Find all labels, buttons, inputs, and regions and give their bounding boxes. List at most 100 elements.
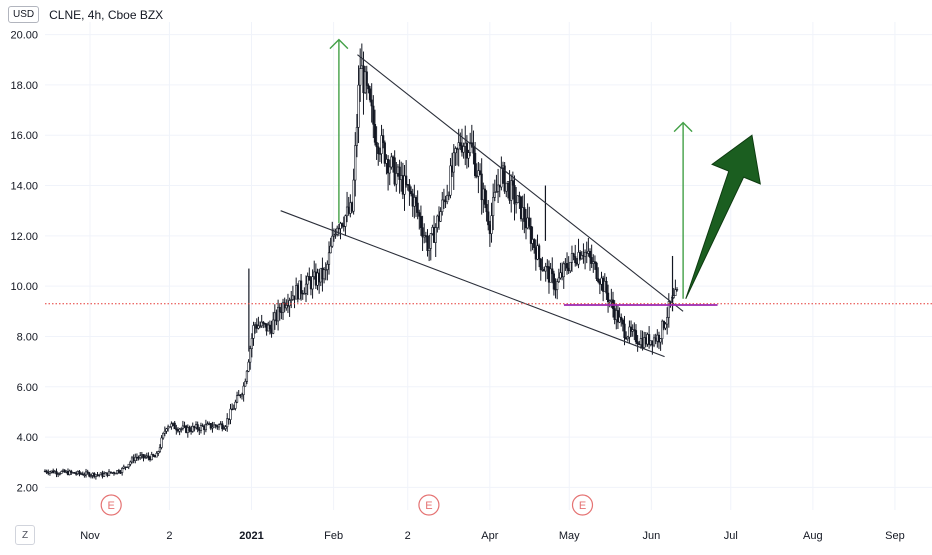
candle-body	[354, 145, 357, 181]
candle-body	[68, 470, 71, 475]
candle-body	[544, 266, 547, 272]
candle-body	[485, 204, 488, 213]
candle-body	[421, 227, 424, 238]
candle-body	[503, 165, 506, 192]
y-tick-label: 4.00	[17, 432, 38, 444]
candle-body	[191, 426, 194, 432]
drawing-layer	[45, 38, 932, 358]
candle-body	[83, 474, 86, 476]
candle-body	[81, 473, 84, 476]
candle-body	[418, 212, 421, 217]
candle-body	[487, 211, 490, 226]
candle-body	[426, 235, 429, 251]
candle-body	[436, 215, 439, 228]
candle-body	[84, 471, 88, 476]
candle-body	[285, 305, 288, 309]
candle-body	[667, 301, 670, 318]
candle-body	[648, 334, 651, 345]
y-tick-label: 12.00	[10, 231, 38, 243]
earnings-event-icon[interactable]	[571, 494, 594, 516]
candle-body	[331, 235, 334, 247]
candle-body	[500, 167, 503, 188]
candle-body	[533, 239, 536, 248]
candle-body	[518, 195, 521, 198]
x-tick-label: 2	[166, 530, 172, 542]
candle-body	[365, 71, 368, 86]
candle-body	[419, 216, 423, 228]
candle-body	[446, 195, 449, 203]
candle-body	[529, 226, 533, 244]
x-tick-label: Nov	[80, 530, 100, 542]
candle-body	[492, 197, 495, 217]
candle-body	[89, 475, 93, 477]
candle-body	[414, 197, 418, 204]
candle-body	[391, 156, 395, 159]
candle-body	[221, 423, 224, 430]
candle-body	[583, 251, 587, 257]
candle-body	[405, 175, 408, 185]
candle-body	[329, 245, 332, 254]
candle-body	[666, 317, 669, 325]
candle-body	[252, 325, 255, 339]
candle-body	[593, 261, 597, 264]
candle-body	[483, 188, 487, 205]
candle-body	[480, 173, 483, 201]
candle-body	[382, 135, 385, 144]
candle-body	[150, 454, 153, 461]
candle-body	[48, 471, 52, 474]
candle-body	[226, 418, 229, 428]
earnings-event-icon[interactable]	[100, 494, 122, 516]
candle-body	[88, 472, 91, 477]
candle-body	[434, 227, 437, 243]
candle-body	[147, 455, 150, 458]
candle-body	[552, 273, 555, 290]
upper-trendline	[357, 54, 684, 312]
candle-body	[659, 338, 662, 343]
candle-body	[621, 319, 624, 325]
currency-badge[interactable]: USD	[8, 6, 40, 23]
candle-body	[258, 325, 262, 327]
candle-body	[278, 306, 281, 313]
x-tick-label: 2	[405, 530, 411, 542]
y-tick-label: 16.00	[10, 130, 38, 142]
candle-body	[235, 395, 239, 403]
zoom-button[interactable]: Z	[15, 525, 35, 545]
candle-body	[556, 281, 559, 290]
candle-body	[626, 336, 629, 340]
candle-body	[608, 300, 611, 303]
candle-body	[538, 245, 541, 260]
candle-body	[112, 472, 116, 474]
projection-arrow-head	[329, 38, 349, 50]
lower-trendline	[280, 210, 665, 358]
candle-body	[449, 165, 452, 196]
candle-body	[569, 261, 572, 272]
candle-body	[636, 341, 639, 345]
candle-body	[352, 179, 355, 212]
candle-body	[178, 428, 181, 432]
candle-body	[359, 68, 362, 86]
candle-body	[98, 474, 101, 476]
candle-body	[496, 184, 500, 192]
candle-body	[173, 422, 176, 430]
candle-body	[395, 173, 398, 185]
earnings-event-icon[interactable]	[418, 494, 440, 516]
candle-body	[452, 152, 455, 173]
candle-body	[155, 452, 158, 458]
candle-body	[570, 253, 574, 263]
candle-body	[134, 456, 137, 461]
candle-body	[234, 401, 237, 409]
candle-body	[262, 321, 265, 324]
earnings-event-label: E	[425, 500, 432, 512]
candle-body	[260, 321, 263, 327]
candle-body	[204, 424, 207, 431]
candle-body	[572, 253, 575, 257]
y-tick-label: 8.00	[17, 331, 38, 343]
candle-body	[144, 456, 147, 459]
candle-body	[378, 153, 381, 155]
y-tick-label: 2.00	[17, 482, 38, 494]
candle-body	[272, 319, 275, 334]
candle-body	[299, 280, 303, 294]
